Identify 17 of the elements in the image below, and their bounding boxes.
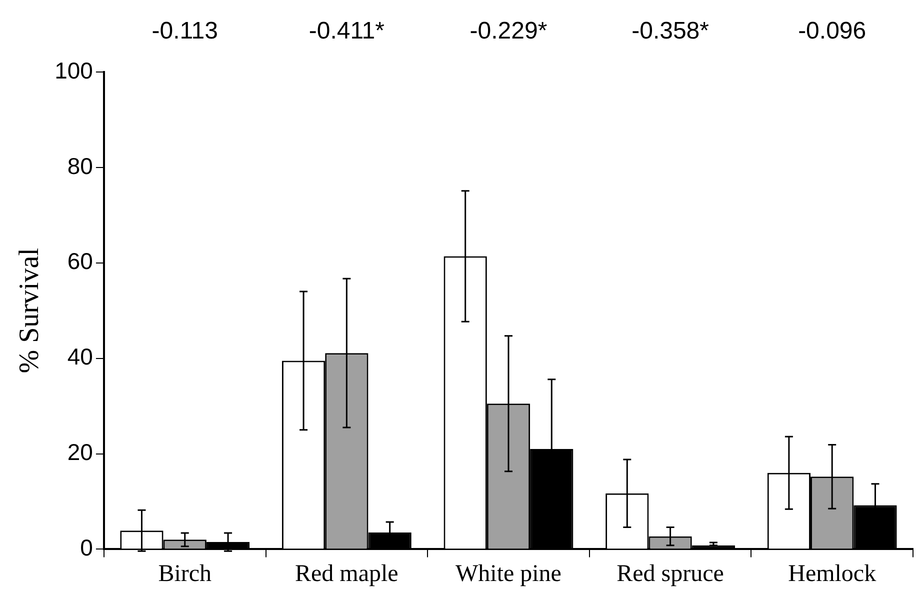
x-tick-label: Birch — [158, 560, 212, 587]
text: -0.411* — [308, 18, 384, 45]
text: -0.229* — [470, 18, 548, 45]
x-tick-label: Red spruce — [616, 560, 724, 587]
y-tick-label: 60 — [67, 248, 93, 274]
text: -0.113 — [152, 18, 218, 45]
text: -0.358* — [632, 18, 709, 45]
y-tick-label: 20 — [67, 439, 93, 466]
y-axis-title: % Survival — [14, 248, 46, 374]
text: -0.096 — [798, 18, 866, 45]
x-tick-label: Hemlock — [788, 560, 876, 587]
x-tick-label: White pine — [456, 560, 562, 587]
y-tick-label: 40 — [67, 344, 93, 370]
y-tick-label: 0 — [80, 534, 93, 561]
y-tick-label: 80 — [67, 152, 93, 179]
x-tick-label: Red maple — [295, 560, 398, 587]
y-tick-label: 100 — [54, 57, 93, 84]
